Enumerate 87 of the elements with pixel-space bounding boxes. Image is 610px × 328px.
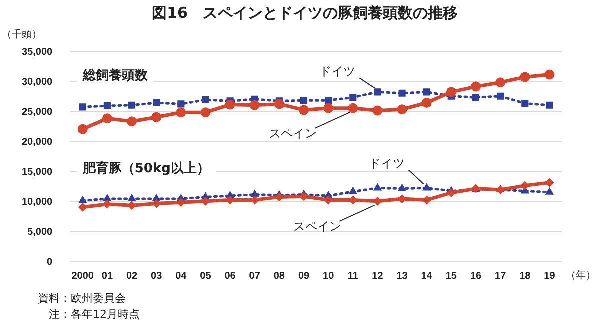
point — [545, 178, 554, 188]
y-tick-label: 10,000 — [22, 196, 54, 208]
x-tick-label: 13 — [396, 270, 408, 282]
point — [422, 98, 432, 108]
point — [79, 104, 86, 111]
point — [373, 183, 382, 191]
point — [472, 94, 480, 102]
point — [546, 102, 554, 109]
point — [374, 88, 382, 96]
text: 資料：欧州委員会 — [38, 291, 127, 307]
annotation: 総飼養頭数 — [82, 67, 149, 84]
x-tick-label: 01 — [102, 270, 114, 282]
point — [250, 100, 260, 110]
point — [104, 102, 111, 110]
y-tick-label: 35,000 — [22, 46, 54, 58]
point — [446, 188, 456, 198]
x-tick-label: 16 — [470, 270, 482, 282]
x-tick-label: 19 — [544, 270, 556, 282]
point — [78, 202, 88, 212]
point — [446, 87, 456, 98]
x-tick-label: 12 — [372, 270, 384, 282]
point — [127, 116, 138, 127]
series-label: スペイン — [294, 220, 342, 234]
x-tick-label: 18 — [520, 270, 532, 282]
point — [324, 103, 334, 114]
point — [299, 105, 310, 116]
point — [372, 106, 383, 116]
x-tick-label: 06 — [224, 270, 236, 282]
x-axis-title: （年） — [566, 270, 596, 282]
point — [520, 72, 530, 82]
text: 注：各年12月時点 — [48, 307, 140, 323]
point — [422, 183, 432, 191]
point — [350, 94, 357, 102]
point — [176, 108, 186, 118]
point — [544, 70, 555, 80]
x-tick-label: 03 — [151, 270, 163, 282]
point — [497, 92, 504, 100]
point — [78, 124, 88, 134]
point — [128, 194, 136, 202]
x-tick-label: 02 — [126, 270, 138, 282]
x-tick-label: 15 — [446, 270, 458, 282]
y-tick-label: 20,000 — [22, 136, 54, 148]
x-tick-label: 08 — [274, 270, 286, 282]
point — [300, 97, 308, 104]
x-tick-label: 11 — [348, 270, 359, 282]
y-tick-label: 5,000 — [28, 226, 54, 238]
point — [348, 186, 358, 194]
chart-title: 図16 スペインとドイツの豚飼養頭数の推移 — [151, 4, 459, 23]
point — [153, 99, 160, 107]
x-tick-label: 04 — [176, 270, 188, 282]
point — [398, 184, 407, 192]
point — [202, 96, 210, 104]
point — [128, 102, 136, 109]
point — [200, 108, 211, 118]
series-label: スペイン — [269, 126, 318, 141]
y-tick-label: 25,000 — [22, 106, 54, 118]
point — [103, 194, 112, 202]
point — [348, 103, 358, 114]
x-tick-label: 14 — [421, 270, 433, 282]
y-axis-title: （千頭） — [2, 28, 42, 41]
point — [397, 104, 408, 115]
point — [274, 99, 284, 110]
point — [325, 97, 332, 104]
x-tick-label: 07 — [249, 270, 261, 282]
point — [225, 100, 236, 110]
point — [78, 196, 88, 204]
x-tick-label: 05 — [200, 270, 212, 282]
series-label: ドイツ — [368, 156, 405, 170]
point — [496, 78, 506, 88]
y-tick-label: 15,000 — [22, 166, 54, 178]
point — [471, 82, 482, 92]
point — [398, 90, 406, 97]
point — [522, 100, 529, 108]
point — [152, 112, 162, 122]
point — [423, 88, 430, 96]
point — [178, 100, 185, 108]
point — [250, 190, 260, 198]
y-tick-label: 0 — [47, 256, 54, 268]
x-tick-label: 17 — [495, 270, 507, 282]
x-tick-label: 2000 — [72, 270, 94, 282]
point — [102, 114, 112, 124]
point — [545, 187, 554, 195]
series-label: ドイツ — [320, 64, 356, 78]
y-tick-label: 30,000 — [22, 76, 54, 88]
annotation: 肥育豚（50kg以上） — [82, 160, 210, 176]
x-tick-label: 10 — [323, 270, 335, 282]
x-tick-label: 09 — [298, 270, 310, 282]
